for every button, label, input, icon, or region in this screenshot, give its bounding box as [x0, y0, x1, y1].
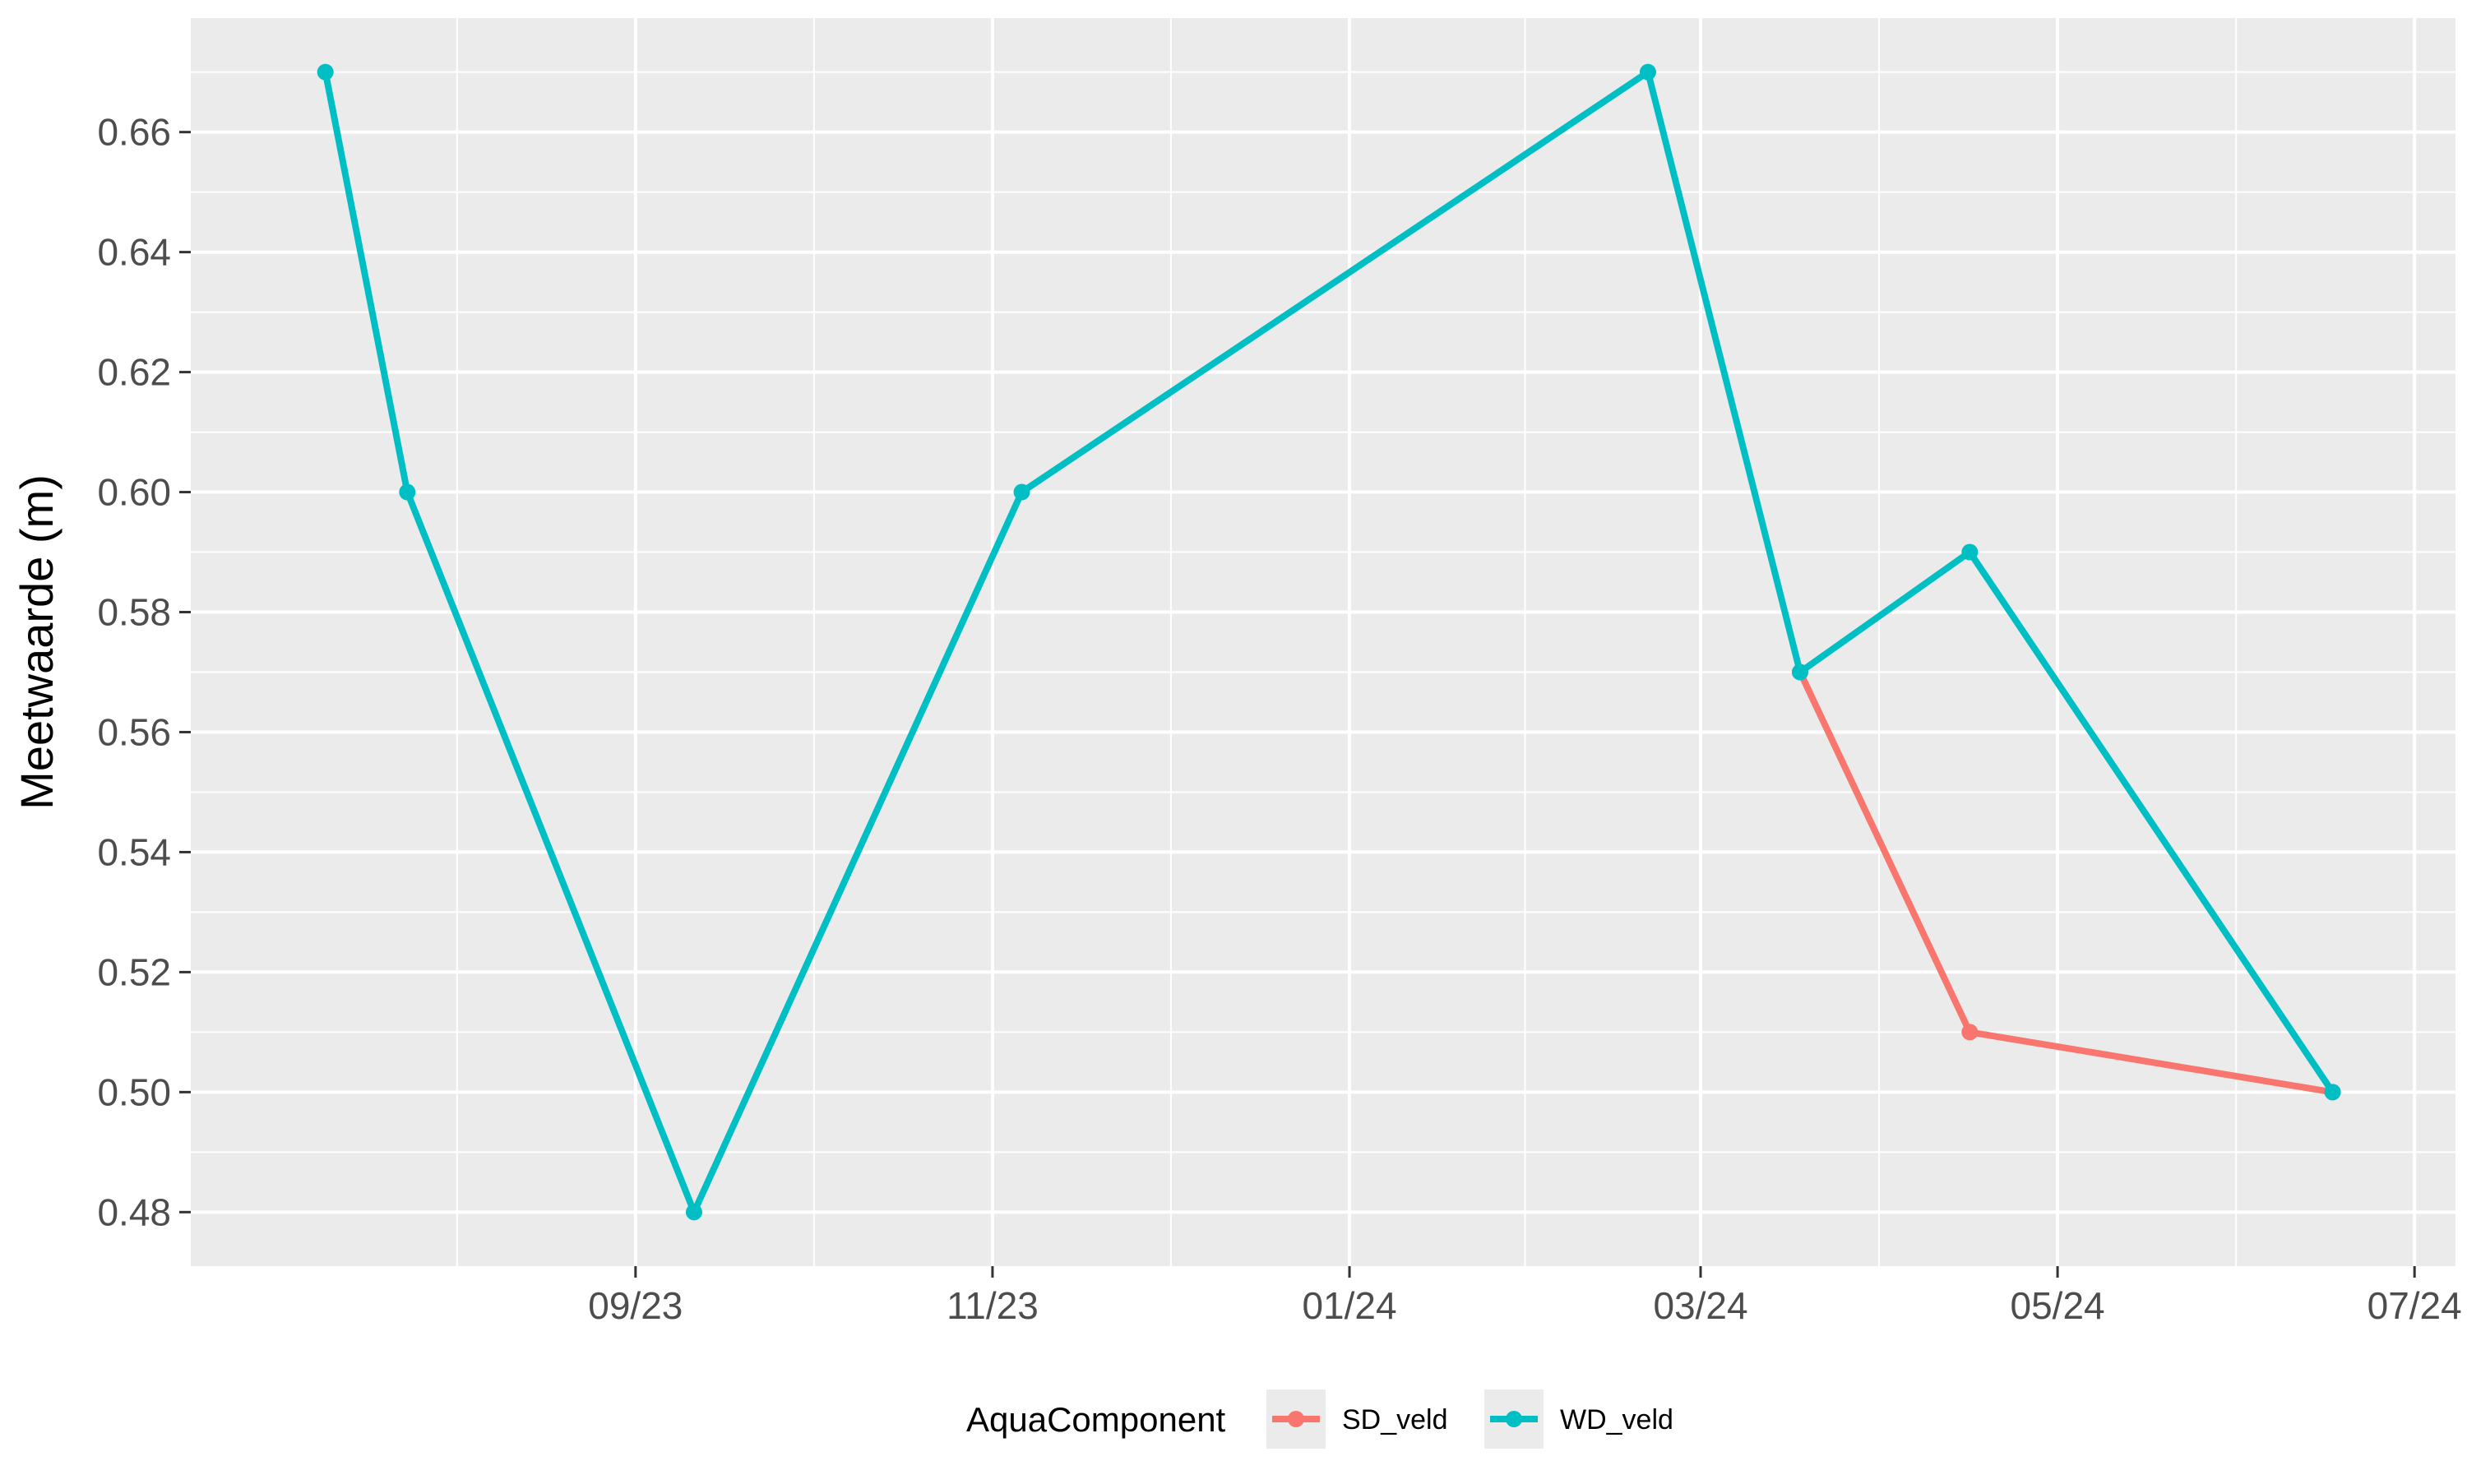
y-tick-label: 0.62 — [97, 351, 171, 394]
y-tick-label: 0.58 — [97, 591, 171, 634]
data-point — [1640, 64, 1656, 81]
data-point — [1961, 1024, 1978, 1040]
x-axis: 09/23 11/23 01/24 03/24 05/24 07/24 — [588, 1266, 2461, 1327]
y-tick-label: 0.66 — [97, 111, 171, 154]
legend-label: SD_veld — [1342, 1404, 1448, 1435]
legend: AquaComponent SD_veld WD_veld — [966, 1389, 1673, 1449]
data-point — [399, 484, 415, 501]
legend-label: WD_veld — [1560, 1404, 1673, 1435]
legend-item-SD_veld: SD_veld — [1266, 1389, 1448, 1449]
y-axis-title: Meetwaarde (m) — [11, 474, 62, 810]
y-axis: 0.48 0.50 0.52 0.54 0.56 0.58 0.60 0.62 0.64 0.66 — [97, 111, 191, 1234]
data-point — [2325, 1084, 2341, 1100]
y-tick-label: 0.64 — [97, 231, 171, 274]
legend-key-point — [1288, 1411, 1304, 1427]
x-tick-label: 03/24 — [1653, 1284, 1747, 1327]
y-tick-label: 0.52 — [97, 950, 171, 993]
data-point — [686, 1204, 702, 1220]
data-point — [1961, 544, 1978, 561]
legend-entries: SD_veld WD_veld — [1266, 1389, 1673, 1449]
plot-panel — [191, 18, 2455, 1266]
x-tick-label: 11/23 — [947, 1284, 1039, 1327]
legend-key-point — [1506, 1411, 1522, 1427]
legend-item-WD_veld: WD_veld — [1484, 1389, 1673, 1449]
data-point — [1792, 663, 1808, 680]
y-tick-label: 0.48 — [97, 1190, 171, 1233]
data-point — [1014, 484, 1030, 501]
x-tick-label: 01/24 — [1302, 1284, 1396, 1327]
y-tick-label: 0.54 — [97, 830, 171, 873]
x-tick-label: 07/24 — [2367, 1284, 2462, 1327]
x-tick-label: 09/23 — [588, 1284, 683, 1327]
data-point — [317, 64, 334, 81]
x-tick-label: 05/24 — [2011, 1284, 2105, 1327]
y-tick-label: 0.60 — [97, 471, 171, 514]
y-tick-label: 0.56 — [97, 710, 171, 753]
legend-title: AquaComponent — [966, 1400, 1226, 1439]
y-tick-label: 0.50 — [97, 1070, 171, 1113]
